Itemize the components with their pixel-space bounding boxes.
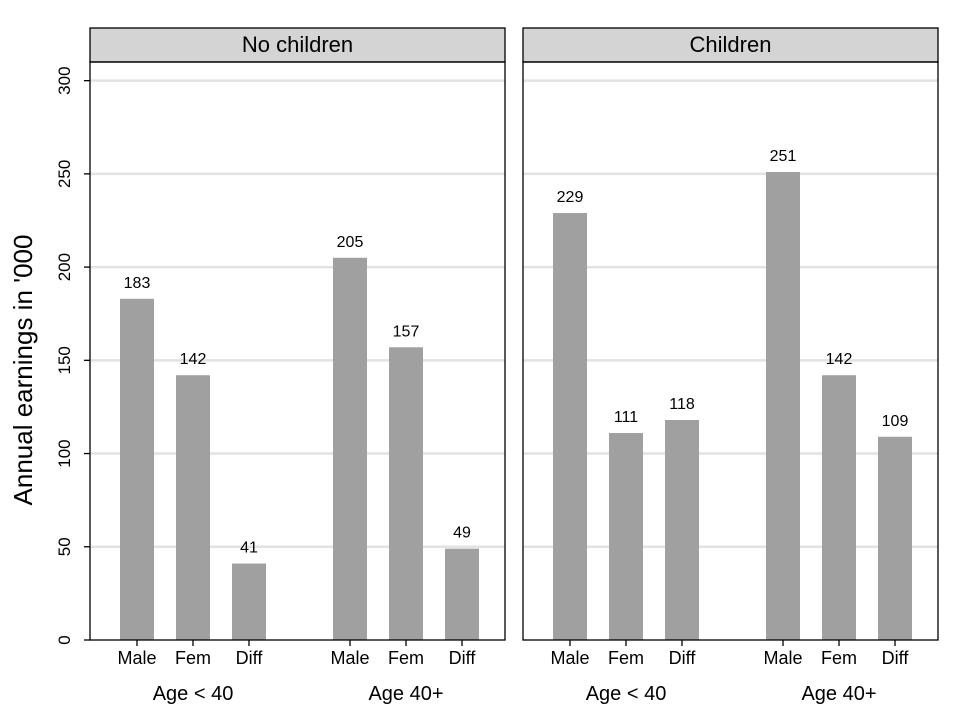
bar-value-label: 183: [124, 275, 151, 292]
group-label: Age < 40: [153, 683, 234, 705]
y-tick-label: 200: [55, 253, 74, 281]
y-tick-label: 300: [55, 66, 74, 94]
bar: [389, 347, 423, 640]
bar: [333, 257, 367, 640]
bar: [609, 433, 643, 640]
category-label: Diff: [669, 648, 697, 668]
y-axis-label: Annual earnings in '000: [8, 235, 38, 506]
category-label: Fem: [821, 648, 857, 668]
category-label: Diff: [882, 648, 910, 668]
y-tick-label: 100: [55, 439, 74, 467]
panel-strip: [89, 27, 506, 63]
group-label: Age < 40: [586, 683, 667, 705]
group-label: Age 40+: [801, 683, 876, 705]
bar: [665, 419, 699, 640]
y-tick-label: 50: [55, 537, 74, 556]
category-label: Male: [550, 648, 589, 668]
category-label: Fem: [608, 648, 644, 668]
category-label: Male: [330, 648, 369, 668]
bar: [822, 375, 856, 640]
y-tick-label: 250: [55, 160, 74, 188]
bar-value-label: 109: [882, 413, 909, 430]
plot-area: 0 50 100 150 200 250 300 No children 183 Male 142 F…: [55, 27, 939, 705]
bar-value-label: 229: [557, 189, 584, 206]
panel-strip: [522, 27, 939, 63]
y-tick-label: 0: [55, 635, 74, 644]
category-label: Male: [763, 648, 802, 668]
bar: [766, 172, 800, 640]
bar: [232, 563, 266, 640]
group-label: Age 40+: [368, 683, 443, 705]
category-label: Diff: [236, 648, 264, 668]
category-label: Diff: [449, 648, 477, 668]
bar-value-label: 157: [393, 323, 420, 340]
bar-value-label: 49: [453, 525, 471, 542]
bar: [553, 213, 587, 640]
bar: [878, 436, 912, 640]
bar: [176, 375, 210, 640]
category-label: Fem: [175, 648, 211, 668]
bar-value-label: 251: [770, 148, 797, 165]
bar: [120, 298, 154, 640]
panel-title: No children: [242, 32, 353, 57]
bar-value-label: 142: [180, 351, 207, 368]
category-label: Fem: [388, 648, 424, 668]
bar: [445, 548, 479, 640]
panel-border: [89, 61, 506, 641]
bar-value-label: 142: [826, 351, 853, 368]
panel-title: Children: [690, 32, 772, 57]
bar-value-label: 41: [240, 540, 258, 557]
category-label: Male: [117, 648, 156, 668]
bar-value-label: 111: [614, 409, 638, 426]
panel-border: [522, 61, 939, 641]
y-tick-label: 150: [55, 346, 74, 374]
bar-value-label: 205: [337, 234, 364, 251]
bar-value-label: 118: [669, 396, 695, 413]
